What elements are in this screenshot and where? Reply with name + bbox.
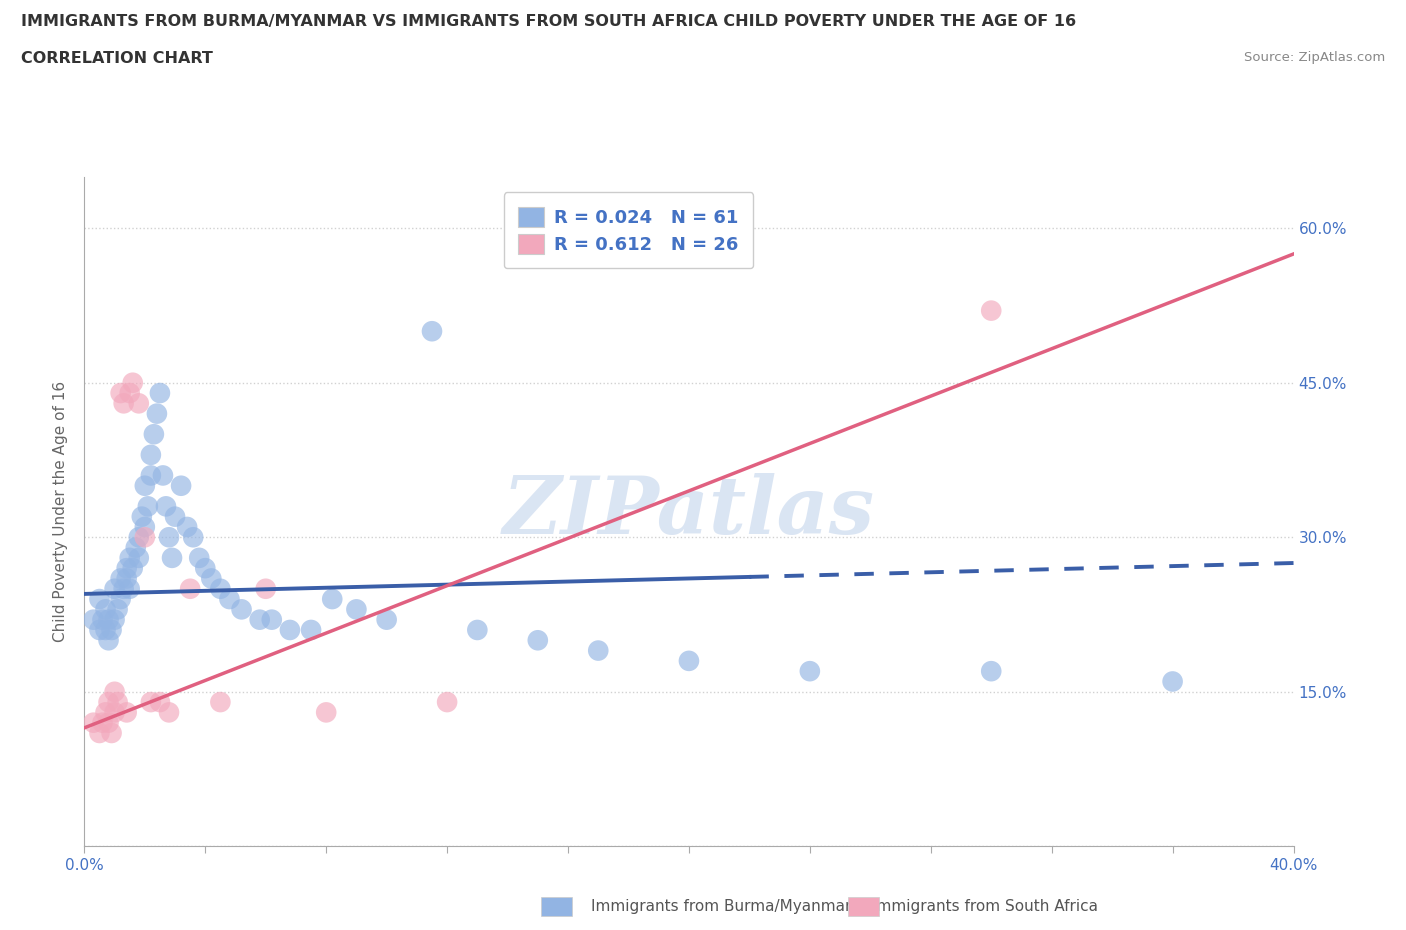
Point — [89, 591, 111, 606]
Point — [165, 510, 187, 525]
Point — [112, 581, 135, 596]
Text: CORRELATION CHART: CORRELATION CHART — [21, 51, 212, 66]
Point — [128, 551, 150, 565]
Point — [89, 622, 111, 637]
Point — [100, 622, 122, 637]
Point — [249, 612, 271, 627]
Point — [82, 715, 104, 730]
Point — [149, 386, 172, 401]
Point — [980, 664, 1002, 679]
Point — [678, 654, 700, 669]
Point — [110, 386, 132, 401]
Point — [125, 540, 148, 555]
Point — [89, 725, 111, 740]
Point — [209, 695, 232, 710]
Point — [104, 705, 127, 720]
Point — [188, 551, 211, 565]
Text: IMMIGRANTS FROM BURMA/MYANMAR VS IMMIGRANTS FROM SOUTH AFRICA CHILD POVERTY UNDE: IMMIGRANTS FROM BURMA/MYANMAR VS IMMIGRA… — [21, 14, 1076, 29]
Point — [139, 447, 162, 462]
Point — [118, 386, 141, 401]
Point — [112, 396, 135, 411]
Point — [155, 498, 177, 513]
Point — [94, 705, 117, 720]
Point — [91, 715, 114, 730]
Point — [139, 695, 162, 710]
Point — [94, 602, 117, 617]
Point — [799, 664, 821, 679]
Point — [157, 705, 180, 720]
Point — [278, 622, 301, 637]
Point — [194, 561, 217, 576]
Point — [260, 612, 283, 627]
Point — [467, 622, 489, 637]
Point — [170, 478, 193, 493]
Point — [128, 396, 150, 411]
Point — [131, 510, 153, 525]
Point — [209, 581, 232, 596]
Point — [315, 705, 337, 720]
Point — [97, 715, 120, 730]
Point — [136, 498, 159, 513]
Point — [142, 427, 165, 442]
Point — [527, 632, 550, 647]
Point — [121, 561, 143, 576]
Point — [100, 725, 122, 740]
Point — [375, 612, 398, 627]
Point — [231, 602, 253, 617]
Point — [299, 622, 322, 637]
Point — [157, 530, 180, 545]
Point — [179, 581, 201, 596]
Point — [115, 705, 138, 720]
Point — [321, 591, 343, 606]
Point — [118, 581, 141, 596]
Text: Source: ZipAtlas.com: Source: ZipAtlas.com — [1244, 51, 1385, 64]
Point — [107, 695, 129, 710]
Point — [104, 612, 127, 627]
Point — [181, 530, 204, 545]
Point — [128, 530, 150, 545]
Point — [146, 406, 169, 421]
Point — [200, 571, 222, 586]
Point — [97, 695, 120, 710]
Point — [97, 632, 120, 647]
Point — [134, 478, 156, 493]
Y-axis label: Child Poverty Under the Age of 16: Child Poverty Under the Age of 16 — [53, 381, 69, 642]
Point — [82, 612, 104, 627]
Point — [176, 520, 198, 535]
Point — [107, 602, 129, 617]
Point — [980, 303, 1002, 318]
Point — [110, 571, 132, 586]
Point — [346, 602, 368, 617]
Point — [91, 612, 114, 627]
Point — [110, 591, 132, 606]
Point — [115, 561, 138, 576]
Point — [152, 468, 174, 483]
Point — [436, 695, 458, 710]
Point — [1161, 674, 1184, 689]
Point — [94, 622, 117, 637]
Point — [104, 684, 127, 699]
Point — [97, 612, 120, 627]
Point — [118, 551, 141, 565]
Point — [115, 571, 138, 586]
Point — [134, 520, 156, 535]
Text: Immigrants from South Africa: Immigrants from South Africa — [872, 899, 1098, 914]
Point — [420, 324, 443, 339]
Point — [139, 468, 162, 483]
Point — [134, 530, 156, 545]
Point — [160, 551, 183, 565]
Legend: R = 0.024   N = 61, R = 0.612   N = 26: R = 0.024 N = 61, R = 0.612 N = 26 — [503, 193, 754, 269]
Point — [149, 695, 172, 710]
Point — [254, 581, 277, 596]
Point — [121, 376, 143, 391]
Point — [218, 591, 240, 606]
Point — [104, 581, 127, 596]
Text: Immigrants from Burma/Myanmar: Immigrants from Burma/Myanmar — [591, 899, 851, 914]
Text: ZIPatlas: ZIPatlas — [503, 472, 875, 551]
Point — [588, 644, 610, 658]
